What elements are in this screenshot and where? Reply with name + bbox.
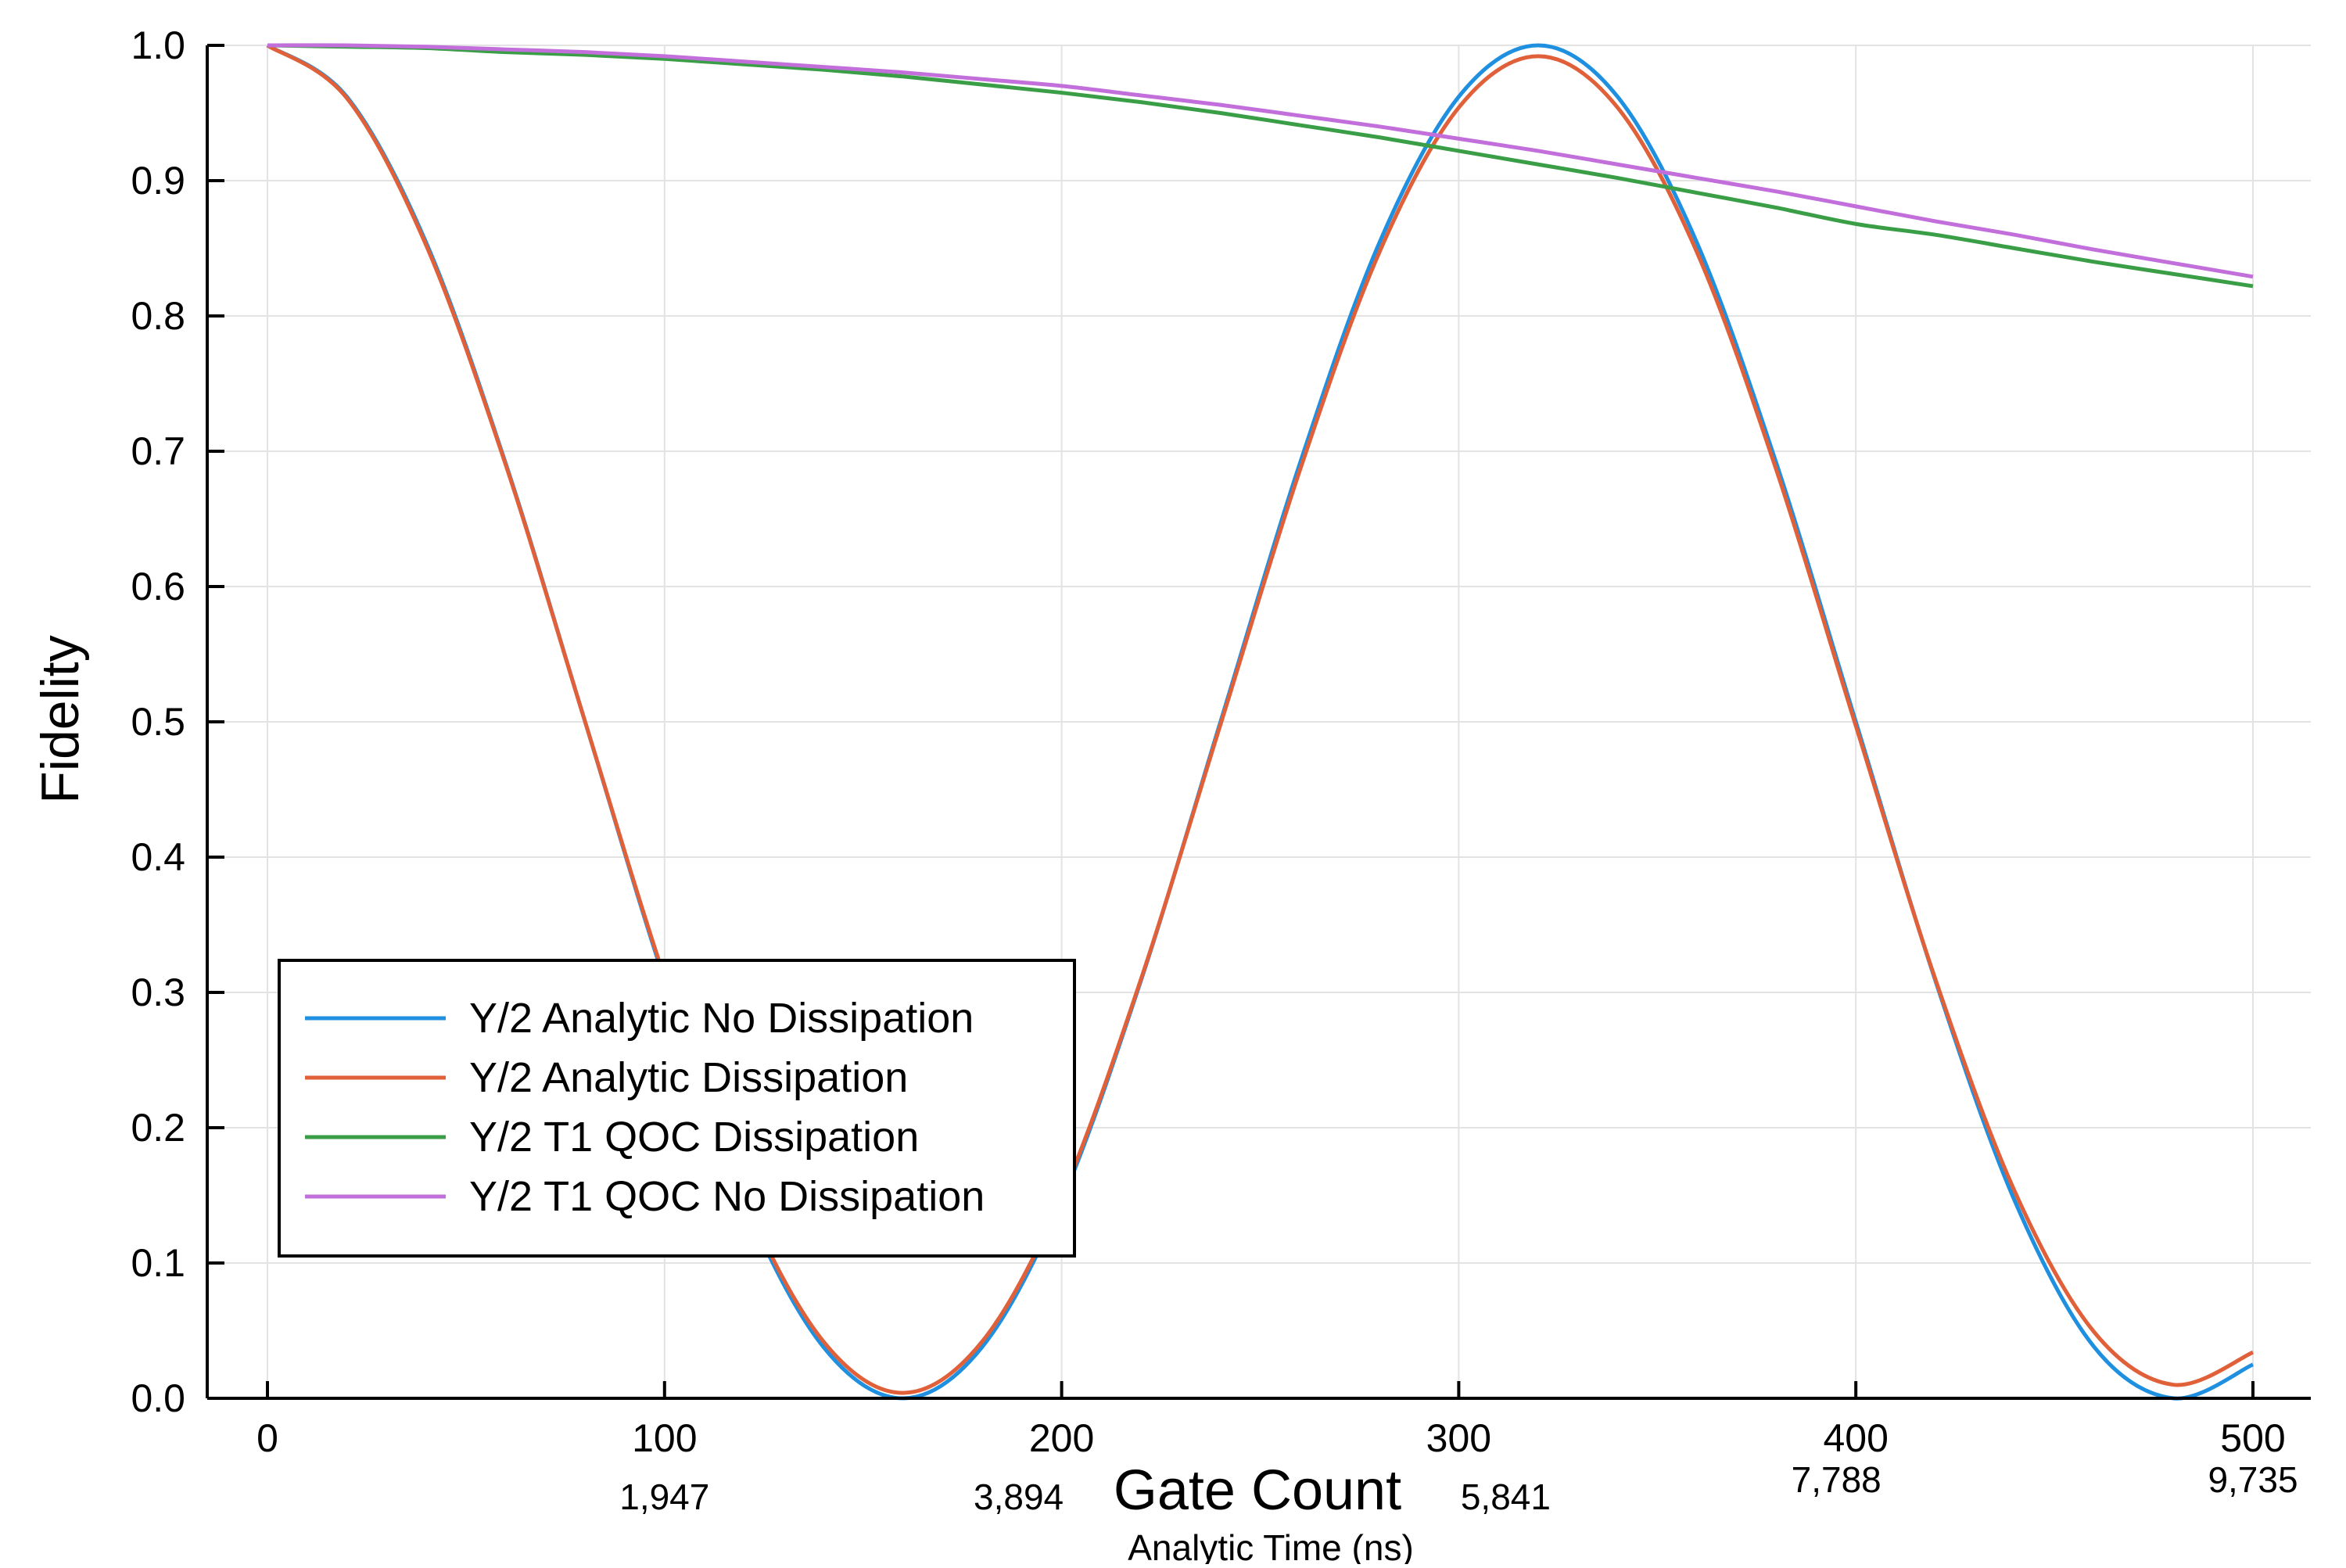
legend-label: Y/2 T1 QOC Dissipation — [469, 1114, 919, 1161]
legend-label: Y/2 Analytic No Dissipation — [469, 995, 974, 1042]
secondary-x-tick-label: 3,894 — [974, 1477, 1064, 1517]
legend-box — [278, 959, 1076, 1258]
y-tick-label: 0.6 — [131, 565, 185, 608]
y-tick-label: 0.4 — [131, 835, 185, 879]
x-tick-label: 0 — [256, 1416, 278, 1460]
y-tick-label: 0.0 — [131, 1376, 185, 1420]
y-tick-label: 0.1 — [131, 1241, 185, 1285]
tick-labels: 0.0 0.1 0.2 0.3 0.4 0.5 0.6 0.7 0.8 0.9 1.0 0 100 200… — [131, 23, 2298, 1517]
y-tick-label: 0.7 — [131, 429, 185, 473]
y-tick-label: 0.8 — [131, 294, 185, 338]
x-tick-label: 400 — [1823, 1416, 1888, 1460]
series-line-3 — [267, 43, 2254, 289]
secondary-x-tick-label: 7,788 — [1792, 1459, 1881, 1500]
y-tick-label: 0.3 — [131, 971, 185, 1014]
legend-label: Y/2 Analytic Dissipation — [469, 1054, 908, 1101]
y-tick-label: 0.9 — [131, 159, 185, 203]
secondary-x-tick-label: 9,735 — [2208, 1459, 2298, 1500]
secondary-x-tick-label: 5,841 — [1461, 1477, 1551, 1517]
secondary-x-tick-label: 1,947 — [619, 1477, 709, 1517]
series-lines — [266, 43, 2255, 1401]
y-axis-label: Fidelity — [30, 635, 90, 803]
secondary-x-axis-label: Analytic Time (ns) — [1128, 1527, 1414, 1564]
legend-label: Y/2 T1 QOC No Dissipation — [469, 1173, 985, 1220]
y-tick-label: 1.0 — [131, 23, 185, 67]
y-tick-label: 0.2 — [131, 1106, 185, 1150]
x-axis-label: Gate Count — [1114, 1459, 1401, 1522]
x-tick-label: 300 — [1426, 1416, 1491, 1460]
axes — [206, 44, 2311, 1400]
x-tick-label: 200 — [1029, 1416, 1094, 1460]
grid-lines — [207, 45, 2311, 1399]
legend: Y/2 Analytic No Dissipation Y/2 Analytic … — [278, 959, 1076, 1258]
series-line-2 — [266, 43, 2255, 1395]
x-tick-label: 100 — [632, 1416, 697, 1460]
series-line-4 — [267, 43, 2254, 279]
y-tick-label: 0.5 — [131, 700, 185, 744]
x-tick-label: 500 — [2220, 1416, 2285, 1460]
